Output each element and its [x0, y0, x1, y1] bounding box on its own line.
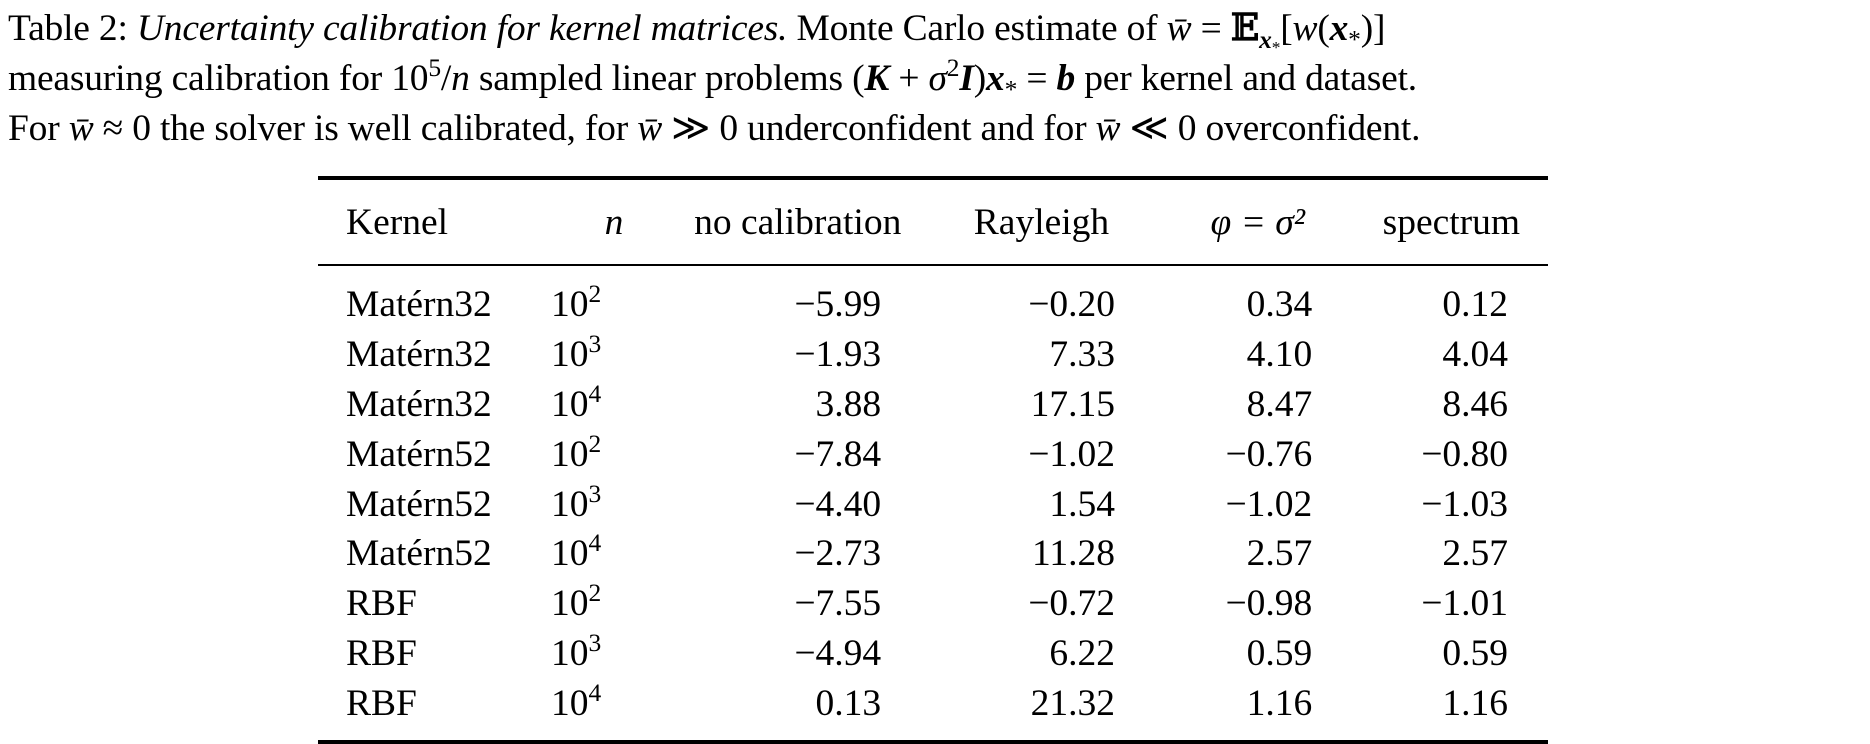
- caption-text-2b: sampled linear problems: [478, 58, 843, 99]
- table-row: Matérn52 103 −4.40 1.54 −1.02 −1.03: [318, 479, 1548, 529]
- cell-rayleigh: −1.02: [1028, 433, 1115, 475]
- cell-spectrum: 8.46: [1442, 383, 1508, 425]
- table-row: Matérn32 102 −5.99 −0.20 0.34 0.12: [318, 266, 1548, 330]
- cell-rayleigh: 7.33: [1049, 334, 1115, 376]
- cell-no-calibration: −4.40: [794, 483, 882, 525]
- cell-spectrum: 0.59: [1442, 632, 1508, 674]
- cell-kernel: RBF: [346, 682, 417, 724]
- header-phi-sigma: φ = σ²: [1210, 201, 1306, 243]
- cell-kernel: RBF: [346, 632, 417, 674]
- cell-kernel: Matérn32: [346, 383, 492, 425]
- cell-phi: 4.10: [1246, 334, 1313, 376]
- cell-n-exponent: 3: [588, 478, 602, 508]
- caption-label: Table 2:: [8, 8, 128, 49]
- table-bottom-rule: [318, 740, 1548, 744]
- table-top-rule: [318, 176, 1548, 180]
- caption-line-2: measuring calibration for 105/n sampled …: [8, 52, 1417, 104]
- cell-rayleigh: 6.22: [1049, 632, 1115, 674]
- table-row: RBF 103 −4.94 6.22 0.59 0.59: [318, 629, 1548, 679]
- cell-spectrum: 0.12: [1442, 284, 1508, 326]
- header-rayleigh: Rayleigh: [973, 201, 1110, 243]
- cell-kernel: Matérn32: [346, 284, 492, 326]
- caption-line-1: Table 2: Uncertainty calibration for ker…: [8, 5, 1386, 57]
- cell-no-calibration: −4.94: [794, 632, 882, 674]
- cell-phi: −0.98: [1225, 583, 1313, 625]
- cell-kernel: Matérn32: [346, 334, 492, 376]
- header-n: n: [604, 201, 624, 243]
- cell-rayleigh: 11.28: [1031, 533, 1115, 575]
- table-row: Matérn52 102 −7.84 −1.02 −0.76 −0.80: [318, 429, 1548, 479]
- cell-n: 102: [551, 279, 602, 326]
- cell-n-exponent: 3: [588, 329, 602, 359]
- table-row: RBF 104 0.13 21.32 1.16 1.16: [318, 678, 1548, 728]
- cell-spectrum: 1.16: [1442, 682, 1508, 724]
- cell-phi: −1.02: [1225, 483, 1313, 525]
- cell-n: 104: [551, 677, 602, 724]
- cell-no-calibration: −1.93: [794, 334, 882, 376]
- caption-text-2c: per kernel and dataset.: [1084, 58, 1417, 99]
- caption-text-3c: underconfident and for: [747, 108, 1087, 149]
- cell-no-calibration: 0.13: [815, 682, 882, 724]
- cell-n: 104: [551, 528, 602, 575]
- table-row: Matérn32 104 3.88 17.15 8.47 8.46: [318, 380, 1548, 430]
- cell-n-exponent: 4: [588, 528, 602, 558]
- cell-rayleigh: 17.15: [1030, 383, 1115, 425]
- cell-n-exponent: 2: [588, 279, 602, 309]
- cell-phi: 0.59: [1246, 632, 1313, 674]
- cell-rayleigh: 21.32: [1030, 682, 1115, 724]
- cell-kernel: Matérn52: [346, 433, 492, 475]
- cell-n: 103: [551, 627, 602, 674]
- cell-rayleigh: 1.54: [1049, 483, 1115, 525]
- cell-n: 103: [551, 329, 602, 376]
- table-row: RBF 102 −7.55 −0.72 −0.98 −1.01: [318, 579, 1548, 629]
- cell-spectrum: −1.01: [1421, 583, 1508, 625]
- table-body: Matérn32 102 −5.99 −0.20 0.34 0.12 Matérn32 103…: [318, 266, 1548, 728]
- cell-phi: 1.16: [1246, 682, 1313, 724]
- cell-spectrum: 4.04: [1442, 334, 1508, 376]
- cell-rayleigh: −0.72: [1028, 583, 1115, 625]
- cell-no-calibration: −7.84: [794, 433, 882, 475]
- cell-no-calibration: −7.55: [794, 583, 882, 625]
- caption-line-3: For w̄ ≈ 0 the solver is well calibrated…: [8, 108, 1421, 149]
- table-header-rule: [318, 264, 1548, 266]
- caption-text-3a: For: [8, 108, 60, 149]
- caption-text-3d: overconfident.: [1205, 108, 1421, 149]
- table-row: Matérn32 103 −1.93 7.33 4.10 4.04: [318, 330, 1548, 380]
- cell-spectrum: 2.57: [1442, 533, 1508, 575]
- table-caption: Table 2: Uncertainty calibration for ker…: [8, 2, 1868, 154]
- header-kernel: Kernel: [346, 201, 449, 243]
- cell-n-exponent: 2: [588, 578, 602, 608]
- cell-n: 102: [551, 428, 602, 475]
- caption-title: Uncertainty calibration for kernel matri…: [136, 8, 788, 49]
- cell-phi: 2.57: [1246, 533, 1313, 575]
- cell-phi: 8.47: [1246, 383, 1313, 425]
- cell-kernel: Matérn52: [346, 533, 492, 575]
- cell-phi: 0.34: [1246, 284, 1313, 326]
- cell-n: 102: [551, 578, 602, 625]
- calibration-table: Kernel n no calibration Rayleigh φ = σ² …: [318, 176, 1548, 744]
- cell-spectrum: −0.80: [1421, 433, 1508, 475]
- cell-no-calibration: −5.99: [794, 284, 882, 326]
- cell-kernel: Matérn52: [346, 483, 492, 525]
- cell-phi: −0.76: [1225, 433, 1313, 475]
- caption-text-1: Monte Carlo estimate of: [796, 8, 1158, 49]
- table-header-row: Kernel n no calibration Rayleigh φ = σ² …: [318, 180, 1548, 264]
- cell-n-exponent: 4: [588, 677, 602, 707]
- cell-n-exponent: 4: [588, 378, 602, 408]
- cell-spectrum: −1.03: [1421, 483, 1508, 525]
- cell-n: 103: [551, 478, 602, 525]
- cell-kernel: RBF: [346, 583, 417, 625]
- header-no-calibration: no calibration: [694, 201, 902, 243]
- cell-n: 104: [551, 378, 602, 425]
- cell-n-exponent: 2: [588, 428, 602, 458]
- cell-no-calibration: 3.88: [815, 383, 882, 425]
- header-spectrum: spectrum: [1382, 201, 1521, 243]
- cell-rayleigh: −0.20: [1028, 284, 1115, 326]
- caption-text-3b: the solver is well calibrated, for: [159, 108, 628, 149]
- caption-text-2a: measuring calibration for: [8, 58, 383, 99]
- cell-n-exponent: 3: [588, 627, 602, 657]
- cell-no-calibration: −2.73: [794, 533, 882, 575]
- table-row: Matérn52 104 −2.73 11.28 2.57 2.57: [318, 529, 1548, 579]
